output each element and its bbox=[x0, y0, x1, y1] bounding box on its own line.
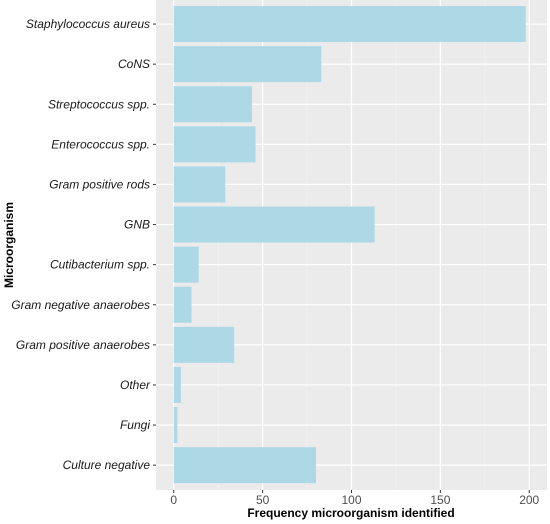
category-label: Gram negative anaerobes bbox=[11, 298, 150, 312]
bar bbox=[173, 46, 322, 83]
x-tick-label: 100 bbox=[341, 493, 361, 507]
category-label: Culture negative bbox=[63, 458, 151, 472]
category-label: Gram positive rods bbox=[49, 177, 150, 191]
bar bbox=[173, 246, 199, 283]
bar bbox=[173, 286, 192, 323]
x-tick-label: 150 bbox=[430, 493, 450, 507]
category-label: Gram positive anaerobes bbox=[16, 338, 150, 352]
x-tick-label: 200 bbox=[519, 493, 539, 507]
x-tick-labels: 0 50 100 150 200 bbox=[170, 490, 540, 507]
x-tick-label: 50 bbox=[256, 493, 270, 507]
category-label: Staphylococcus aureus bbox=[26, 17, 150, 31]
x-axis-title: Frequency microorganism identified bbox=[247, 506, 454, 520]
category-label: GNB bbox=[124, 218, 150, 232]
category-label: Cutibacterium spp. bbox=[50, 258, 150, 272]
bar bbox=[173, 447, 316, 484]
bar bbox=[173, 366, 181, 403]
category-label: Other bbox=[120, 378, 151, 392]
bar bbox=[173, 6, 526, 43]
y-axis-title: Microorganism bbox=[2, 202, 16, 288]
x-tick-label: 0 bbox=[170, 493, 177, 507]
bars bbox=[173, 6, 526, 484]
y-tick-labels: Staphylococcus aureus CoNS Streptococcus s… bbox=[11, 17, 156, 472]
category-label: Fungi bbox=[120, 418, 150, 432]
bar bbox=[173, 86, 252, 123]
bar bbox=[173, 326, 235, 363]
bar bbox=[173, 126, 256, 163]
category-label: CoNS bbox=[118, 57, 150, 71]
category-label: Streptococcus spp. bbox=[48, 97, 150, 111]
bar bbox=[173, 166, 226, 203]
bar bbox=[173, 206, 375, 243]
bar bbox=[173, 407, 178, 444]
category-label: Enterococcus spp. bbox=[51, 137, 150, 151]
